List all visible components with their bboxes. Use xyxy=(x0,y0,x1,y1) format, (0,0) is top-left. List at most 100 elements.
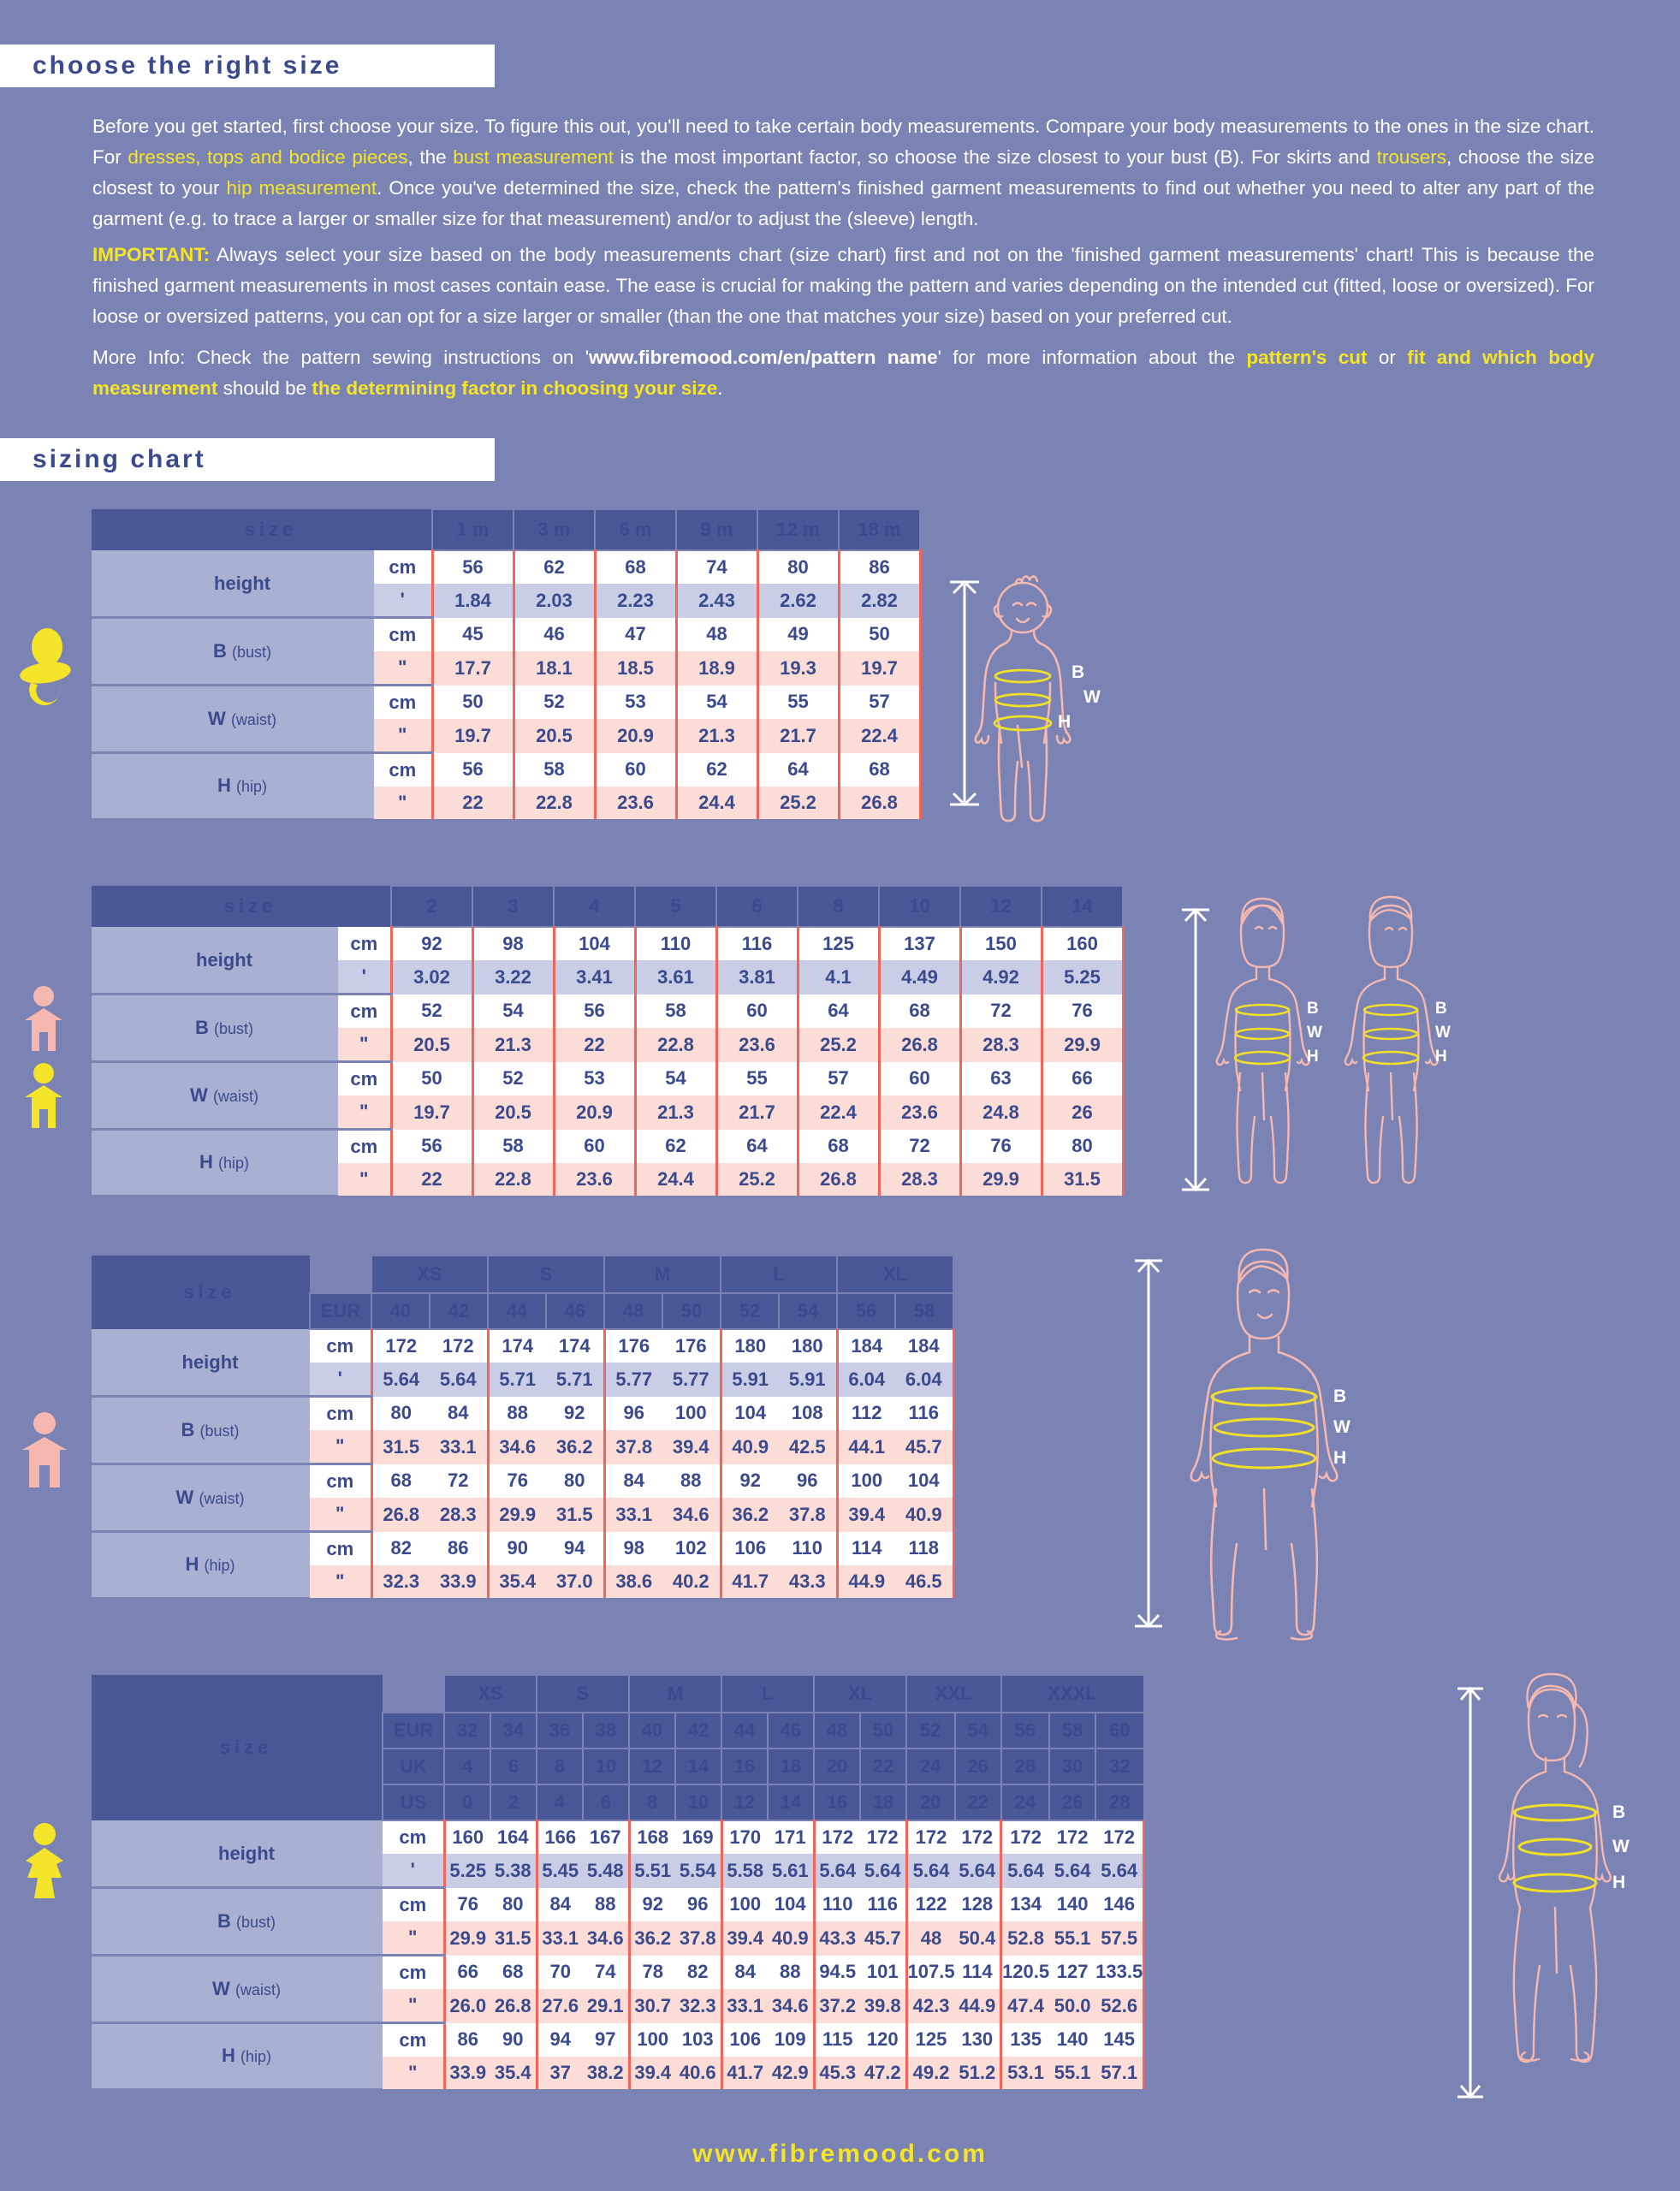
data-cell: 52 xyxy=(512,685,595,719)
table-row: " 17.7 18.1 18.5 18.9 19.3 19.7 xyxy=(92,651,922,686)
data-cell: 5.91 xyxy=(779,1363,837,1397)
data-cell: 172 xyxy=(430,1329,488,1363)
data-cell: 42.3 xyxy=(905,1989,955,2023)
standard-size-eur: 42 xyxy=(674,1712,722,1749)
data-cell: 26.8 xyxy=(490,1989,537,2023)
data-cell: 18.9 xyxy=(674,651,757,686)
data-cell: 116 xyxy=(715,927,798,960)
data-cell: 5.64 xyxy=(1095,1854,1146,1888)
data-cell: 145 xyxy=(1095,2022,1146,2057)
data-cell: 36.2 xyxy=(546,1430,604,1464)
standard-size-us: 22 xyxy=(953,1784,1002,1821)
standard-size-eur: 40 xyxy=(628,1712,676,1749)
data-cell: 58 xyxy=(633,994,716,1028)
girl-marker-b: B xyxy=(1307,1000,1319,1018)
woman-marker-b: B xyxy=(1612,1802,1625,1822)
standard-size-eur: 40 xyxy=(371,1292,430,1330)
data-cell: 68 xyxy=(490,1955,537,1989)
boy-marker-w: W xyxy=(1435,1024,1451,1042)
data-cell: 57.1 xyxy=(1095,2057,1146,2089)
women-size-table: size XS S M L XL XXL XXXL EUR 32 34 36 38 40 42 44 46 48 5… xyxy=(92,1674,1146,2091)
data-cell: 26.8 xyxy=(837,787,922,819)
footer-website[interactable]: www.fibremood.com xyxy=(692,2140,988,2168)
data-cell: 100 xyxy=(662,1396,721,1430)
table-women: size XS S M L XL XXL XXXL EUR 32 34 36 38 40 42 44 46 48 5… xyxy=(92,1674,1146,2091)
data-cell: 88 xyxy=(486,1396,546,1430)
standard-size-uk: 8 xyxy=(536,1748,584,1785)
data-cell: 46.5 xyxy=(895,1565,955,1598)
more-info-url[interactable]: www.fibremood.com/en/pattern name xyxy=(589,347,938,368)
intro-p1-highlight-hip: hip measurement xyxy=(226,177,377,199)
data-cell: 72 xyxy=(877,1129,960,1163)
data-cell: 47.4 xyxy=(1000,1989,1050,2023)
data-cell: 140 xyxy=(1049,1887,1096,1921)
data-cell: 68 xyxy=(370,1464,430,1498)
data-cell: 19.3 xyxy=(756,651,839,686)
data-cell: 25.2 xyxy=(796,1028,879,1062)
data-cell: 29.9 xyxy=(1040,1028,1125,1062)
data-cell: 88 xyxy=(583,1887,629,1921)
data-cell: 38.2 xyxy=(583,2057,629,2089)
data-cell: 22 xyxy=(430,787,513,819)
table-row: H (hip) cm 86 90 94 97 100 103 106 109 115 120 125 13… xyxy=(92,2022,1146,2091)
data-cell: 22.4 xyxy=(837,719,922,753)
data-cell: 21.7 xyxy=(756,719,839,753)
woman-figure: B W H xyxy=(1455,1669,1669,2114)
data-cell: 52.8 xyxy=(1000,1921,1050,1956)
column-header-14: 14 xyxy=(1041,885,1124,928)
data-cell: 80 xyxy=(546,1464,604,1498)
column-header-18m: 18 m xyxy=(838,508,921,551)
data-cell: 172 xyxy=(860,1820,906,1854)
data-cell: 180 xyxy=(719,1329,779,1363)
data-cell: 64 xyxy=(715,1129,798,1163)
data-cell: 62 xyxy=(633,1129,716,1163)
data-cell: 174 xyxy=(546,1329,604,1363)
data-cell: 160 xyxy=(1040,927,1125,960)
data-cell: 34.6 xyxy=(583,1921,629,1956)
data-cell: 53 xyxy=(552,1061,635,1096)
size-group-M: M xyxy=(628,1674,722,1713)
data-cell: 2.03 xyxy=(512,584,595,618)
data-cell: 64 xyxy=(756,752,839,787)
data-cell: 25.2 xyxy=(756,787,839,819)
data-cell: 5.91 xyxy=(719,1363,779,1397)
data-cell: 76 xyxy=(442,1887,490,1921)
data-cell: 45.7 xyxy=(895,1430,955,1464)
data-cell: 94.5 xyxy=(812,1955,860,1989)
unit-cell: cm xyxy=(383,1820,446,1854)
unit-cell: ' xyxy=(383,1854,446,1889)
section-title-sizing-chart: sizing chart xyxy=(0,438,495,481)
data-cell: 109 xyxy=(768,2022,814,2057)
data-cell: 29.9 xyxy=(442,1921,490,1956)
standard-size-eur: 56 xyxy=(1000,1712,1051,1749)
data-cell: 104 xyxy=(552,927,635,960)
data-cell: 98 xyxy=(603,1531,662,1565)
table-row: " 26.8 28.3 29.9 31.5 33.1 34.6 36.2 37.8 39.4 40.… xyxy=(92,1498,955,1533)
data-cell: 43.3 xyxy=(812,1921,860,1956)
data-cell: 103 xyxy=(675,2022,721,2057)
data-cell: 172 xyxy=(1095,1820,1146,1854)
unit-cell: cm xyxy=(310,1329,373,1363)
baby-marker-b: B xyxy=(1072,662,1084,682)
table-row: " 22 22.8 23.6 24.4 25.2 26.8 xyxy=(92,787,922,819)
important-label: IMPORTANT: xyxy=(92,244,211,265)
data-cell: 84 xyxy=(720,1955,768,1989)
data-cell: 22.8 xyxy=(633,1028,716,1062)
data-cell: 120.5 xyxy=(1000,1955,1050,1989)
data-cell: 110 xyxy=(779,1531,837,1565)
row-label-bbust: B (bust) xyxy=(92,1887,383,1956)
standard-size-uk: 14 xyxy=(674,1748,722,1785)
data-cell: 184 xyxy=(835,1329,895,1363)
table-row: ' 3.02 3.22 3.41 3.61 3.81 4.1 4.49 4.92 5.25 xyxy=(92,960,1125,995)
standard-size-us: 10 xyxy=(674,1784,722,1821)
data-cell: 56 xyxy=(430,752,513,787)
unit-cell: " xyxy=(374,651,434,686)
standard-size-uk: 24 xyxy=(905,1748,956,1785)
data-cell: 100 xyxy=(720,1887,768,1921)
man-icon xyxy=(15,1410,74,1489)
data-cell: 86 xyxy=(430,1531,488,1565)
column-header-12: 12 xyxy=(959,885,1042,928)
data-cell: 167 xyxy=(583,1820,629,1854)
data-cell: 34.6 xyxy=(662,1498,721,1532)
data-cell: 48 xyxy=(674,617,757,651)
